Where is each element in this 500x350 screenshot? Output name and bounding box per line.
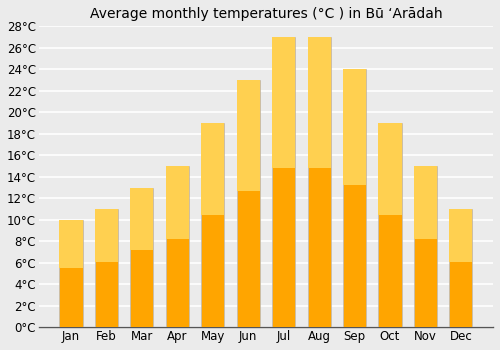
Bar <box>236 80 260 327</box>
Bar <box>202 123 224 215</box>
Bar <box>95 209 118 327</box>
Bar <box>414 166 437 327</box>
Bar <box>414 166 437 239</box>
Bar <box>166 166 189 239</box>
Bar <box>236 80 260 191</box>
Bar <box>95 209 118 262</box>
Bar <box>202 123 224 327</box>
Bar <box>450 209 472 262</box>
Bar <box>308 37 330 327</box>
Bar <box>343 69 366 186</box>
Bar <box>378 123 402 327</box>
Bar <box>272 37 295 168</box>
Bar <box>272 37 295 327</box>
Bar <box>343 69 366 327</box>
Bar <box>378 123 402 215</box>
Bar <box>166 166 189 327</box>
Bar <box>130 188 154 327</box>
Bar <box>60 220 82 327</box>
Bar <box>130 188 154 250</box>
Bar <box>450 209 472 327</box>
Title: Average monthly temperatures (°C ) in Bū ‘Arādah: Average monthly temperatures (°C ) in Bū… <box>90 7 442 21</box>
Bar <box>60 220 82 268</box>
Bar <box>308 37 330 168</box>
